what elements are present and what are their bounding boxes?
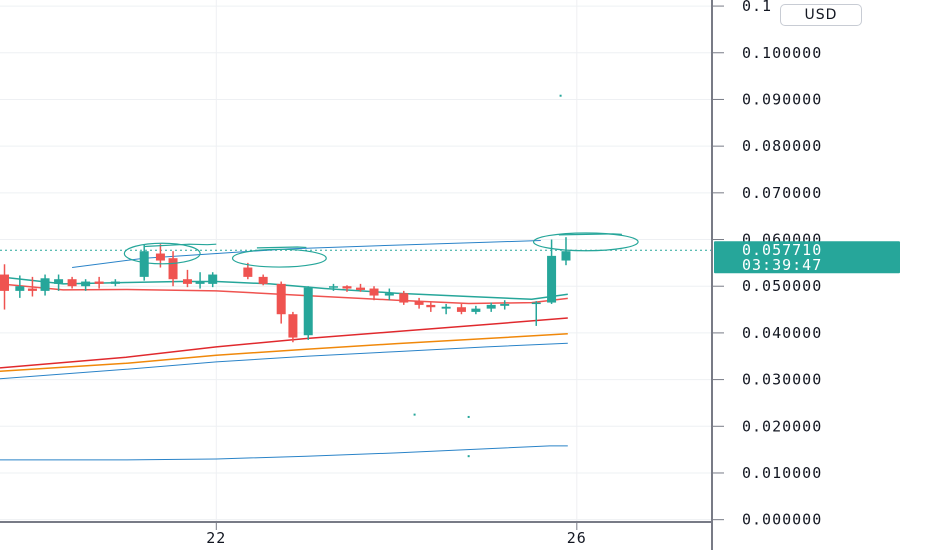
candle-down — [356, 287, 366, 290]
candle-up — [15, 286, 25, 291]
candle-down — [426, 304, 436, 308]
candle-down — [414, 301, 424, 305]
candle-up — [81, 281, 91, 287]
y-tick-label: 0.000000 — [742, 511, 822, 529]
drawing-dot — [559, 94, 562, 97]
y-tick-label: 0.080000 — [742, 137, 822, 155]
y-tick-label: 0.040000 — [742, 324, 822, 342]
drawings — [123, 94, 639, 458]
drawing-dot — [467, 415, 470, 418]
candle-up — [195, 281, 205, 284]
candle-down — [182, 279, 192, 284]
indicator-line — [0, 317, 568, 369]
drawing-ellipse — [123, 242, 201, 265]
candle-down — [369, 288, 379, 296]
y-tick-label: 0.030000 — [742, 371, 822, 389]
candles — [0, 237, 571, 343]
axes: 0.10.1000000.0900000.0800000.0700000.060… — [0, 0, 822, 550]
candle-down — [342, 286, 352, 289]
candle-down — [168, 258, 178, 280]
drawing-stroke — [558, 233, 622, 236]
candle-down — [399, 293, 409, 303]
y-tick-label: 0.100000 — [742, 44, 822, 62]
bar-countdown: 03:39:47 — [742, 256, 822, 274]
y-tick-label: 0.070000 — [742, 184, 822, 202]
candle-down — [155, 253, 165, 261]
drawing-stroke — [144, 243, 217, 248]
candle-down — [67, 279, 77, 287]
candle-down — [0, 274, 10, 291]
candle-up — [561, 251, 571, 261]
indicator-line — [0, 333, 568, 372]
candle-up — [139, 251, 149, 277]
y-tick-label: 0.050000 — [742, 277, 822, 295]
candle-down — [456, 307, 466, 312]
candle-up — [441, 306, 451, 309]
candle-down — [258, 276, 268, 284]
drawing-stroke — [256, 246, 307, 249]
indicator-line — [0, 445, 568, 461]
candle-down — [243, 267, 253, 277]
drawing-ellipse — [532, 232, 639, 252]
candle-up — [471, 308, 481, 312]
currency-selector[interactable]: USD — [780, 4, 862, 26]
candle-up — [208, 274, 218, 284]
y-tick-label: 0.1 — [742, 0, 772, 15]
candle-up — [384, 293, 394, 296]
y-tick-label: 0.090000 — [742, 90, 822, 108]
last-price-tag-bg — [714, 241, 900, 274]
candle-down — [276, 283, 286, 315]
drawing-ellipse — [231, 248, 327, 268]
last-price-tag: 0.057710 03:39:47 — [714, 241, 900, 274]
candle-up — [531, 302, 541, 305]
candle-up — [40, 278, 50, 291]
candle-down — [27, 288, 37, 291]
x-tick-label: 26 — [567, 529, 587, 547]
drawing-dot — [413, 413, 416, 416]
candle-up — [110, 281, 120, 284]
y-tick-label: 0.020000 — [742, 417, 822, 435]
candle-up — [547, 255, 557, 303]
drawing-dot — [467, 455, 470, 458]
indicator-line — [0, 342, 568, 380]
last-price-value: 0.057710 — [742, 241, 822, 259]
candle-down — [288, 314, 298, 338]
candle-up — [328, 286, 338, 288]
candle-up — [54, 279, 64, 284]
candle-up — [303, 287, 313, 336]
candle-up — [486, 304, 496, 309]
candle-down — [94, 281, 104, 284]
y-tick-label: 0.010000 — [742, 464, 822, 482]
candle-up — [500, 303, 510, 306]
indicator-lines — [0, 240, 568, 461]
grid-lines — [0, 0, 712, 522]
x-tick-label: 22 — [206, 529, 226, 547]
indicator-line — [0, 276, 568, 301]
